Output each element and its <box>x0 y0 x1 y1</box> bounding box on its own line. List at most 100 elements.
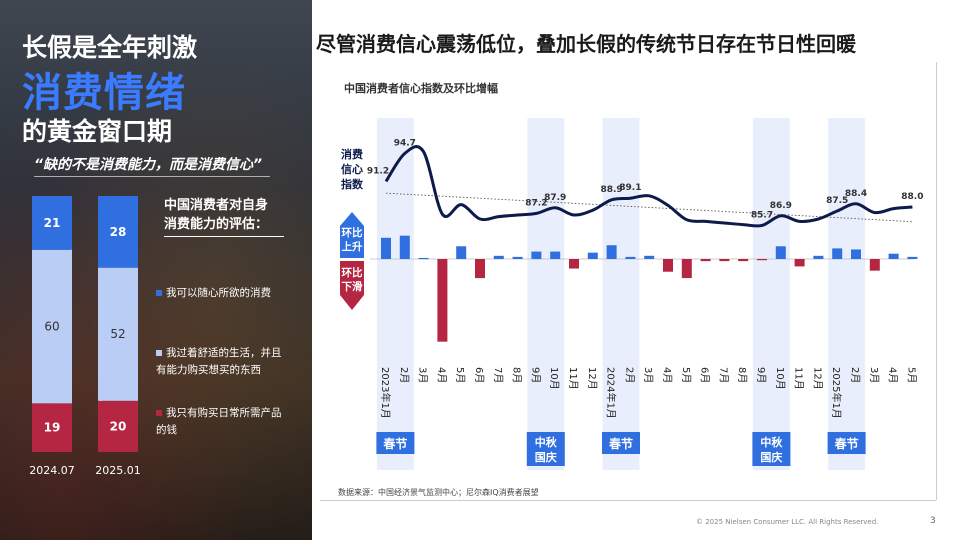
x-tick-label: 9月 <box>755 367 767 383</box>
legend-label: 我过着舒适的生活，并且 <box>166 347 282 359</box>
chart-title: 中国消费者信心指数及环比增幅 <box>344 82 498 95</box>
x-tick-label: 11月 <box>567 367 579 390</box>
up-label: 环比 <box>342 226 363 239</box>
down-label: 下滑 <box>342 280 363 293</box>
headline-line-3: 的黄金窗口期 <box>22 117 173 146</box>
x-tick-label: 3月 <box>417 367 429 383</box>
legend-item-necessities: 我只有购买日常所需产品 的钱 <box>156 405 282 439</box>
holiday-tag-label: 国庆 <box>760 450 782 464</box>
stack-segment <box>32 249 72 404</box>
change-bar <box>399 235 410 259</box>
change-bar <box>644 255 655 259</box>
stack-value-label: 21 <box>44 216 61 230</box>
x-tick-label: 2月 <box>849 367 861 383</box>
legend-item-comfortable: 我过着舒适的生活，并且 有能力购买想买的东西 <box>156 345 282 379</box>
change-bar <box>832 248 843 259</box>
change-bar <box>869 259 880 271</box>
x-tick-label: 2024年1月 <box>605 367 618 419</box>
stack-segment <box>32 196 72 250</box>
stack-value-label: 28 <box>110 225 127 239</box>
x-tick-label: 12月 <box>586 367 598 390</box>
stack-value-label: 52 <box>110 327 125 341</box>
legend-swatch <box>156 410 162 416</box>
data-label: 88.0 <box>901 192 923 202</box>
stack-chart-title: 中国消费者对自身 消费能力的评估： <box>164 196 284 237</box>
data-label: 94.7 <box>394 138 416 148</box>
change-bar <box>851 249 861 259</box>
stack-title-underline <box>164 236 284 237</box>
data-label: 89.1 <box>619 183 641 193</box>
holiday-tag-label: 国庆 <box>535 450 557 464</box>
holiday-tag <box>376 432 415 454</box>
stacked-bar-chart: 19 60 21 2024.07 20 52 28 2025.01 <box>29 196 141 477</box>
stack-value-label: 20 <box>110 419 127 433</box>
holiday-band <box>527 118 565 470</box>
stack-value-label: 19 <box>44 421 61 435</box>
change-bar <box>757 259 767 261</box>
holiday-tag <box>602 432 640 454</box>
stack-segment <box>98 400 138 452</box>
up-label: 上升 <box>342 240 363 253</box>
legend-swatch <box>156 350 162 356</box>
holiday-tag <box>526 432 565 466</box>
quote: “缺的不是消费能力，而是消费信心” <box>34 157 263 173</box>
change-bar <box>663 259 673 272</box>
up-arrow-icon <box>340 212 364 258</box>
x-tick-label: 2025年1月 <box>830 367 843 419</box>
holiday-tag-label: 中秋 <box>535 435 558 449</box>
change-bar <box>550 251 561 259</box>
change-bar <box>625 256 636 259</box>
x-tick-label: 8月 <box>511 367 523 383</box>
x-tick-label: 6月 <box>473 367 485 383</box>
legend-item-free-spend: 我可以随心所欲的消费 <box>156 285 271 302</box>
x-tick-label: 10月 <box>774 367 786 390</box>
data-label: 87.9 <box>544 193 566 203</box>
y-axis-label: 信心 <box>341 162 363 176</box>
stack-title-line-2: 消费能力的评估： <box>164 217 269 232</box>
change-bar <box>794 259 805 267</box>
data-label: 85.7 <box>751 210 773 220</box>
stack-category-label: 2025.01 <box>95 464 141 477</box>
change-bar <box>606 245 617 259</box>
headline-line-1: 长假是全年刺激 <box>22 33 198 62</box>
x-tick-label: 11月 <box>793 367 805 390</box>
change-bar <box>475 259 485 279</box>
x-tick-label: 2月 <box>623 367 635 383</box>
bottom-divider <box>320 500 936 501</box>
change-bar <box>493 255 504 259</box>
holiday-band <box>828 118 865 470</box>
holiday-band <box>602 118 640 470</box>
data-label: 87.2 <box>525 198 547 208</box>
headline-highlight: 消费情绪 <box>22 70 186 116</box>
change-bar <box>418 257 429 260</box>
confidence-index-line <box>384 145 913 228</box>
data-label: 91.2 <box>367 166 389 176</box>
stack-segment <box>98 267 138 401</box>
change-bar <box>569 259 579 269</box>
stack-segment <box>98 196 138 268</box>
stack-category-label: 2024.07 <box>29 464 75 477</box>
x-tick-label: 10月 <box>548 367 560 390</box>
change-bar <box>437 259 448 342</box>
x-tick-label: 5月 <box>905 367 917 383</box>
quote-divider <box>34 176 270 177</box>
holiday-tag <box>827 432 866 454</box>
x-tick-label: 4月 <box>887 367 899 383</box>
right-divider <box>936 62 937 500</box>
page-title: 尽管消费信心震荡低位，叠加长假的传统节日存在节日性回暖 <box>316 32 856 56</box>
down-arrow-icon <box>340 261 364 310</box>
change-bar <box>512 256 523 259</box>
x-tick-label: 3月 <box>642 367 654 383</box>
data-label: 88.9 <box>600 185 622 195</box>
x-tick-label: 5月 <box>680 367 692 383</box>
change-bar <box>738 259 749 262</box>
change-bar <box>456 246 467 259</box>
holiday-tag-label: 春节 <box>834 436 859 451</box>
stack-value-label: 60 <box>44 320 59 334</box>
change-bar <box>775 246 786 259</box>
change-bar <box>587 252 598 259</box>
holiday-tag-label: 春节 <box>382 436 407 451</box>
x-tick-label: 9月 <box>529 367 541 383</box>
change-bar <box>681 259 692 279</box>
holiday-tag-label: 春节 <box>608 436 633 451</box>
